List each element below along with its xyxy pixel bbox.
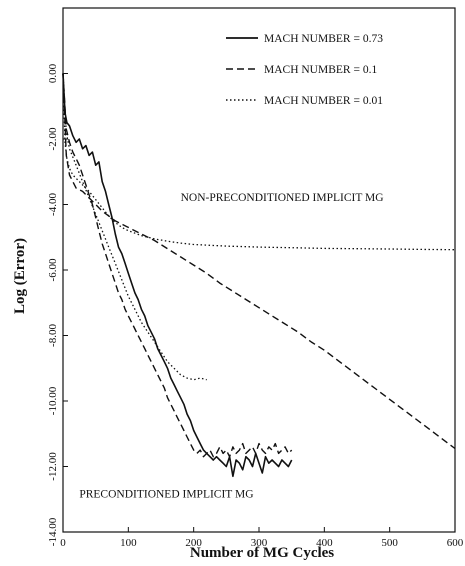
y-tick-label-7: -14.00 — [47, 517, 59, 546]
series-line-2 — [62, 73, 456, 251]
y-tick-label-5: -10.00 — [47, 386, 59, 415]
plot-frame — [62, 7, 456, 533]
x-tick-label-2: 200 — [185, 537, 202, 549]
x-tick-label-1: 100 — [120, 537, 137, 549]
y-tick-label-0: 0.00 — [47, 63, 59, 83]
axis-ticks: 0 100 200 300 400 500 600 0.00 -2.00 -4.00 -6.00 -8… — [47, 63, 464, 549]
annotation-0: NON-PRECONDITIONED IMPLICIT MG — [181, 192, 384, 204]
series-line-4 — [62, 73, 207, 381]
x-axis-label: Number of MG Cycles — [190, 545, 334, 561]
legend-label-0: MACH NUMBER = 0.73 — [264, 33, 383, 45]
x-tick-label-4: 400 — [316, 537, 333, 549]
legend: MACH NUMBER = 0.73 MACH NUMBER = 0.1 MACH … — [226, 33, 383, 107]
y-tick-label-3: -6.00 — [47, 258, 59, 281]
annotation-1: PRECONDITIONED IMPLICIT MG — [79, 489, 253, 501]
legend-label-2: MACH NUMBER = 0.01 — [264, 95, 383, 107]
x-tick-label-5: 500 — [381, 537, 398, 549]
x-tick-label-3: 300 — [251, 537, 268, 549]
y-tick-label-1: -2.00 — [47, 127, 59, 150]
series-lines — [62, 73, 456, 478]
y-tick-label-4: -8.00 — [47, 324, 59, 347]
x-tick-label-0: 0 — [60, 537, 66, 549]
series-line-0 — [62, 73, 293, 478]
plot-border — [62, 7, 456, 533]
y-axis-label: Log (Error) — [12, 238, 28, 314]
x-tick-label-6: 600 — [447, 537, 464, 549]
series-line-3 — [62, 73, 293, 458]
series-line-1 — [62, 73, 456, 450]
legend-label-1: MACH NUMBER = 0.1 — [264, 64, 377, 76]
y-tick-label-2: -4.00 — [47, 193, 59, 216]
annotations: NON-PRECONDITIONED IMPLICIT MG PRECONDITI… — [79, 192, 383, 500]
y-tick-label-6: -12.00 — [47, 452, 59, 481]
